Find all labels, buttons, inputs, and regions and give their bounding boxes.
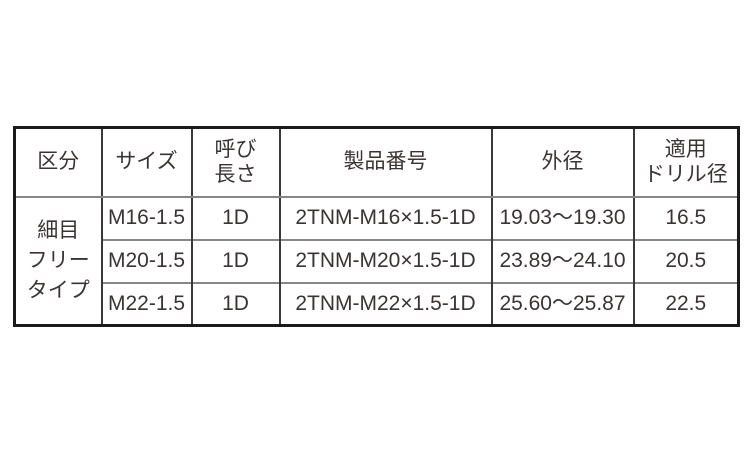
category-line3: タイプ [26, 278, 90, 302]
header-drill-diameter-line2: ドリル径 [643, 163, 728, 187]
table-row-m20: M20-1.5 1D 2TNM-M20×1.5-1D 23.89～24.10 2… [15, 238, 740, 283]
size-cell: M16-1.5 [100, 196, 193, 240]
header-nominal-length: 呼び 長さ [190, 127, 281, 198]
header-category: 区分 [13, 127, 103, 198]
category-cell: 細目 フリー タイプ [13, 196, 103, 326]
header-nominal-length-line1: 呼び [214, 137, 257, 161]
drill-diameter-cell: 16.5 [632, 196, 740, 240]
header-size-label: サイズ [115, 150, 178, 174]
outer-diameter-cell: 23.89～24.10 [490, 238, 635, 283]
drill-diameter-cell: 22.5 [632, 281, 740, 326]
product-number-cell: 2TNM-M16×1.5-1D [278, 196, 493, 240]
drill-diameter-cell: 20.5 [632, 238, 740, 283]
outer-diameter-cell: 25.60～25.87 [490, 281, 635, 326]
product-number-cell: 2TNM-M22×1.5-1D [278, 281, 493, 326]
nominal-length-cell: 1D [190, 238, 281, 283]
spec-table-container: 区分 サイズ 呼び 長さ 製品番号 外径 適用 ドリル径 [13, 126, 740, 327]
header-drill-diameter: 適用 ドリル径 [632, 127, 740, 198]
size-cell: M20-1.5 [100, 238, 193, 283]
header-product-number-label: 製品番号 [343, 150, 428, 174]
header-drill-diameter-line1: 適用 [664, 137, 707, 161]
size-cell: M22-1.5 [100, 281, 193, 326]
nominal-length-cell: 1D [190, 196, 281, 240]
spec-table: 区分 サイズ 呼び 長さ 製品番号 外径 適用 ドリル径 [13, 126, 740, 327]
header-outer-diameter: 外径 [490, 127, 635, 198]
header-product-number: 製品番号 [278, 127, 493, 198]
table-header-row: 区分 サイズ 呼び 長さ 製品番号 外径 適用 ドリル径 [13, 127, 740, 198]
category-line1: 細目 [37, 219, 80, 243]
outer-diameter-cell: 19.03～19.30 [490, 196, 635, 240]
header-category-label: 区分 [37, 150, 80, 174]
nominal-length-cell: 1D [190, 281, 281, 326]
product-number-cell: 2TNM-M20×1.5-1D [278, 238, 493, 283]
header-nominal-length-line2: 長さ [214, 163, 257, 187]
header-outer-diameter-label: 外径 [541, 150, 584, 174]
table-row-m22: M22-1.5 1D 2TNM-M22×1.5-1D 25.60～25.87 2… [15, 281, 740, 326]
category-line2: フリー [26, 248, 90, 272]
header-size: サイズ [100, 127, 193, 198]
table-row-m16: 細目 フリー タイプ M16-1.5 1D 2TNM-M16×1.5-1D 19… [13, 196, 740, 326]
